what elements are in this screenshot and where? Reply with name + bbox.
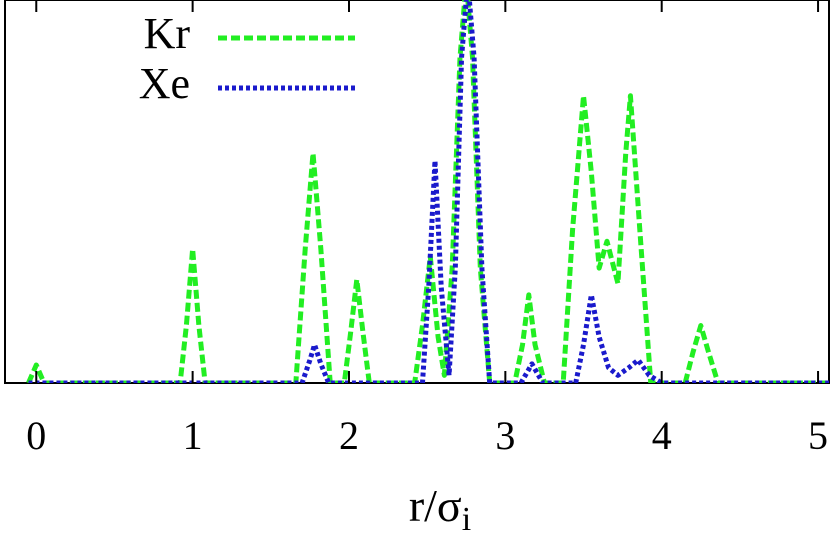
- x-tick-label: 2: [339, 413, 359, 458]
- legend-label: Xe: [139, 59, 190, 108]
- data-line: [26, 0, 829, 383]
- legend-label: Kr: [144, 9, 191, 58]
- x-tick-label: 1: [183, 413, 203, 458]
- plot-frame: [4, 0, 830, 384]
- data-line: [28, 0, 829, 383]
- x-axis-label: r/σi: [409, 480, 471, 538]
- x-tick-label: 5: [808, 413, 828, 458]
- x-axis-label-subscript: i: [462, 501, 471, 538]
- x-tick-label: 0: [26, 413, 46, 458]
- x-tick-label: 3: [495, 413, 515, 458]
- plot-area: [26, 0, 829, 383]
- x-tick-label: 4: [652, 413, 672, 458]
- x-axis-label-text: r/σ: [409, 480, 462, 531]
